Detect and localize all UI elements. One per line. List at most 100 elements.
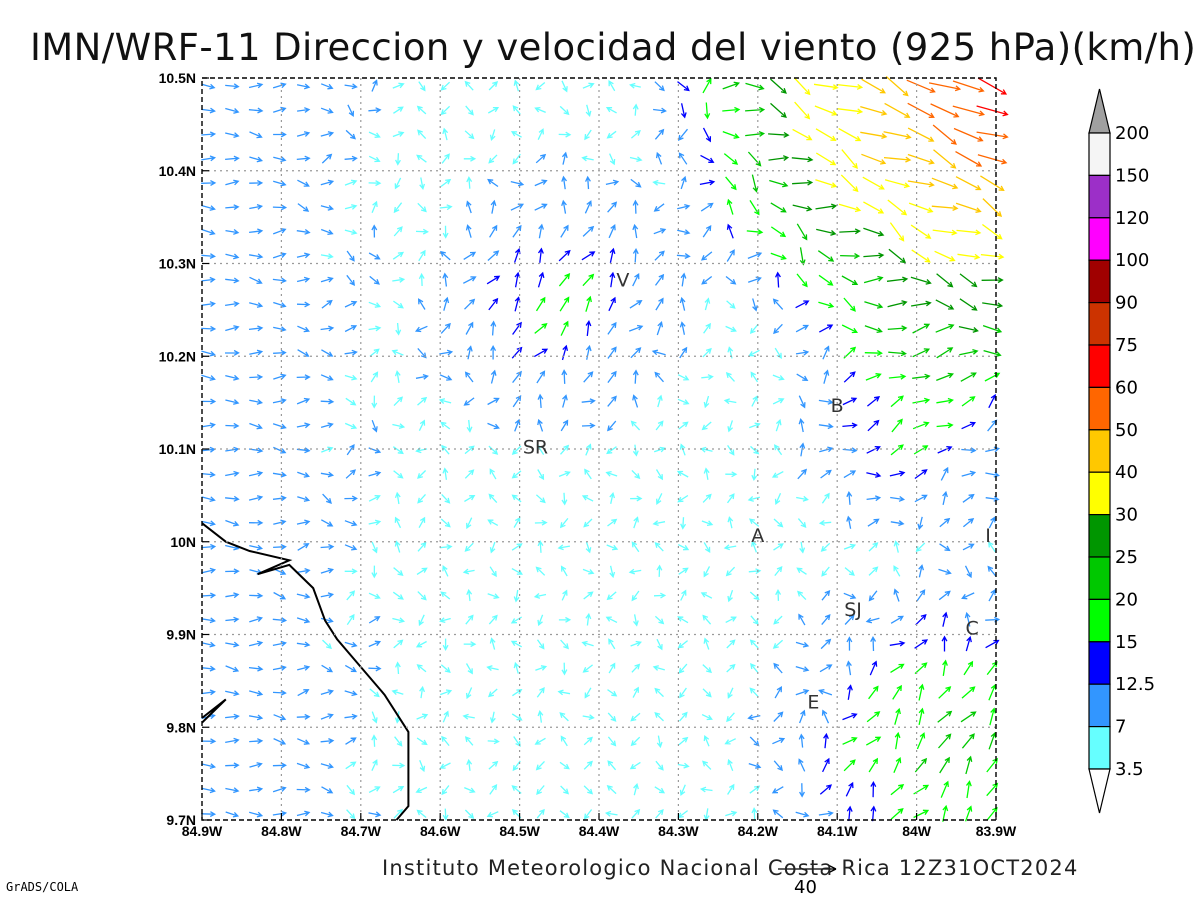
wind-arrow (273, 156, 287, 163)
wind-arrow (844, 567, 855, 576)
wind-arrow (296, 593, 311, 600)
wind-arrow (772, 298, 784, 310)
wind-arrow (606, 544, 619, 551)
wind-arrow (561, 662, 568, 676)
wind-arrow (201, 374, 216, 381)
wind-arrow (345, 129, 356, 140)
wind-arrow (345, 469, 356, 479)
wind-arrow (488, 614, 498, 625)
wind-arrow (489, 783, 498, 795)
wind-arrow (273, 131, 287, 138)
place-label: C (966, 618, 979, 640)
wind-arrow (201, 301, 216, 308)
wind-arrow (915, 542, 926, 553)
wind-arrow (630, 178, 642, 188)
colorbar-label: 75 (1115, 335, 1138, 356)
wind-arrow (558, 249, 571, 262)
wind-arrow (582, 664, 593, 673)
wind-arrow (296, 397, 311, 405)
wind-arrow (846, 684, 853, 700)
wind-arrow (752, 298, 758, 312)
wind-arrow (538, 223, 545, 239)
lon-tick-label: 84.5W (499, 823, 540, 839)
wind-arrow (893, 540, 900, 553)
wind-arrow (296, 374, 311, 381)
map-title: IMN/WRF-11 Direccion y velocidad del vie… (30, 26, 1197, 69)
wind-arrow (727, 783, 735, 795)
wind-arrow (368, 470, 382, 477)
wind-arrow (489, 541, 496, 554)
wind-arrow (466, 345, 473, 360)
wind-arrow (559, 761, 570, 770)
wind-arrow (392, 762, 406, 769)
wind-arrow (888, 248, 907, 264)
wind-arrow (537, 128, 544, 140)
wind-arrow (582, 568, 595, 575)
wind-arrow (702, 664, 712, 674)
colorbar-label: 60 (1115, 377, 1138, 398)
wind-arrow (774, 686, 782, 699)
wind-arrow (843, 543, 857, 550)
wind-arrow (656, 735, 663, 749)
wind-arrow (249, 762, 263, 768)
wind-arrow (936, 397, 954, 404)
wind-arrow (225, 325, 240, 332)
wind-arrow (582, 714, 595, 721)
wind-arrow (889, 470, 906, 477)
wind-arrow (534, 203, 548, 211)
wind-arrow (940, 780, 949, 798)
wind-arrow (774, 566, 783, 577)
lon-tick-label: 84.1W (817, 823, 858, 839)
colorbar-label: 15 (1115, 632, 1138, 653)
lon-tick-label: 84.6W (420, 823, 461, 839)
wind-arrow (609, 247, 616, 263)
wind-arrow (248, 714, 264, 721)
wind-arrow (536, 639, 545, 650)
wind-arrow (866, 395, 881, 407)
wind-arrow (561, 151, 568, 165)
wind-arrow (725, 372, 735, 382)
wind-arrow (952, 80, 985, 93)
wind-arrow (490, 320, 497, 336)
wind-arrow (439, 204, 453, 211)
wind-arrow (838, 203, 862, 213)
wind-arrow (249, 156, 264, 163)
wind-arrow (581, 640, 594, 647)
wind-arrow (770, 102, 787, 118)
wind-arrow (370, 371, 379, 383)
wind-arrow (371, 224, 378, 238)
wind-arrow (931, 205, 959, 211)
wind-arrow (201, 496, 216, 503)
wind-arrow (988, 588, 996, 602)
wind-arrow (225, 641, 240, 648)
colorbar-segment (1088, 725, 1111, 770)
wind-arrow (632, 223, 639, 239)
wind-arrow (961, 470, 977, 477)
wind-arrow (320, 617, 334, 624)
wind-arrow (843, 759, 856, 772)
lon-tick-label: 84W (902, 823, 932, 839)
wind-arrow (654, 786, 666, 794)
wind-arrow (273, 519, 287, 526)
wind-arrow (942, 611, 949, 627)
wind-arrow (980, 253, 1005, 260)
wind-arrow (417, 396, 428, 406)
wind-arrow (443, 296, 450, 311)
wind-arrow (201, 422, 216, 429)
wind-arrow (201, 787, 216, 794)
wind-arrow (320, 325, 335, 332)
wind-arrow (537, 418, 544, 432)
wind-arrow (865, 373, 882, 381)
wind-arrow (676, 470, 689, 478)
wind-arrow (889, 222, 905, 242)
colorbar-segment (1088, 556, 1111, 601)
wind-arrow (511, 713, 523, 721)
lat-tick-label: 9.8N (166, 719, 196, 735)
wind-arrow (489, 711, 496, 724)
wind-arrow (607, 760, 617, 771)
wind-arrow (273, 180, 287, 187)
colorbar-segment (1088, 513, 1111, 558)
wind-arrow (749, 687, 759, 698)
wind-arrow (442, 272, 449, 287)
wind-arrow (414, 325, 428, 333)
